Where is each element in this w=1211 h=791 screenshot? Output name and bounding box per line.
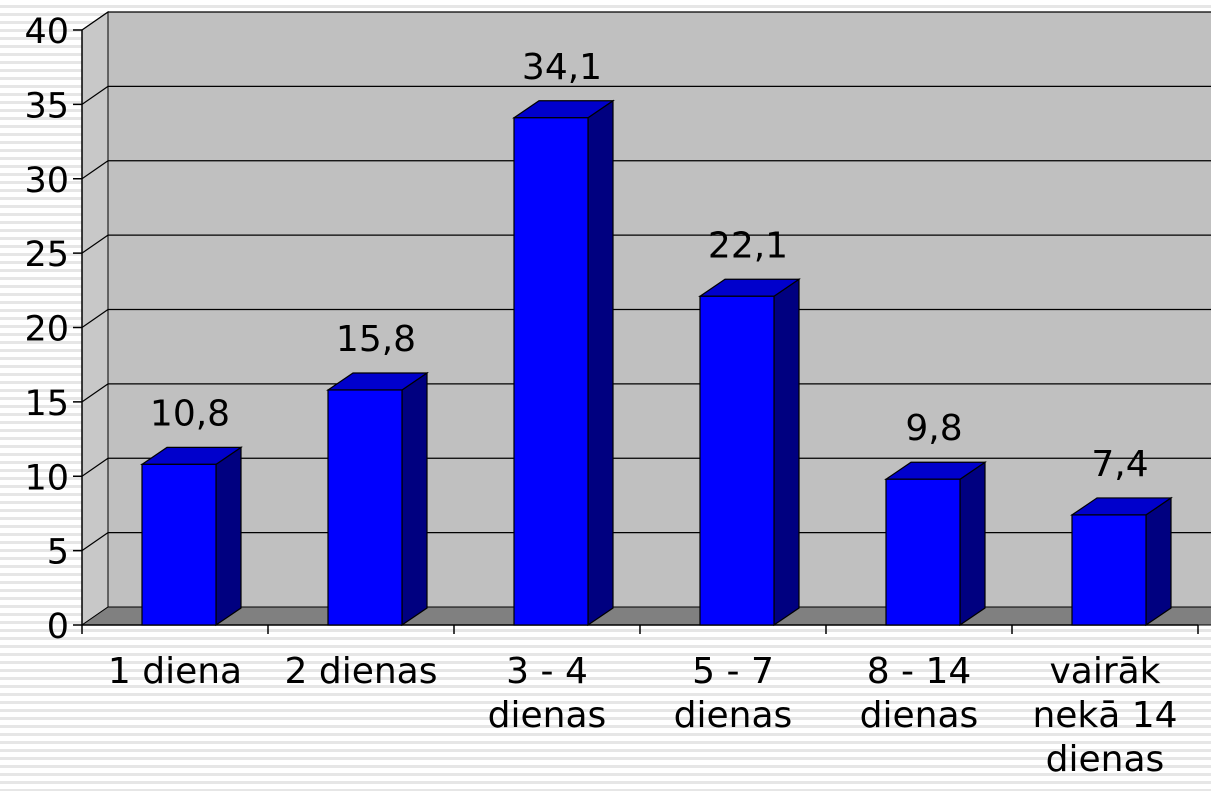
bar-side <box>1145 496 1172 627</box>
x-axis-tick-labels: 1 diena 2 dienas 3 - 4 dienas 5 - 7 dienas 8 -… <box>108 651 1178 780</box>
axes <box>73 29 1199 634</box>
gridline <box>81 11 1211 31</box>
bar-front <box>885 478 961 626</box>
x-tick-label: 1 diena <box>108 651 242 692</box>
gridline <box>81 160 1211 180</box>
bar <box>1070 496 1173 627</box>
bar-side <box>773 278 800 627</box>
bar-front <box>699 295 775 626</box>
y-tick-label: 30 <box>24 161 69 201</box>
bar <box>698 278 801 627</box>
y-tick-label: 10 <box>24 458 69 498</box>
bar-front <box>513 117 589 626</box>
gridline <box>81 383 1211 403</box>
gridline <box>81 308 1211 328</box>
gridline <box>81 234 1211 254</box>
data-label: 22,1 <box>708 225 788 266</box>
floor <box>80 606 1211 626</box>
x-tick-label: 2 dienas <box>285 651 438 692</box>
y-tick-label: 35 <box>24 86 69 126</box>
y-tick-label: 15 <box>24 384 69 424</box>
gridline <box>81 532 1211 552</box>
data-label: 7,4 <box>1091 444 1148 485</box>
data-label: 15,8 <box>336 319 416 360</box>
bar <box>140 446 243 627</box>
bar-side <box>401 371 428 627</box>
data-label: 10,8 <box>150 393 230 434</box>
x-tick-label: 3 - 4 dienas <box>488 651 607 736</box>
bar-front <box>327 389 403 626</box>
chart-floor <box>80 606 1211 626</box>
y-axis-tick-labels: 0 5 10 15 20 25 30 35 40 <box>24 12 69 647</box>
bars <box>140 99 1173 627</box>
bar-side <box>215 446 242 627</box>
y-tick-label: 40 <box>24 12 69 52</box>
bar-side <box>587 99 614 627</box>
x-tick-label: 5 - 7 dienas <box>674 651 793 736</box>
data-label: 34,1 <box>522 47 602 88</box>
bar-side <box>959 461 986 627</box>
data-labels: 10,8 15,8 34,1 22,1 9,8 7,4 <box>150 47 1149 485</box>
x-tick-label: 8 - 14 dienas <box>860 651 979 736</box>
bar-front <box>141 463 217 626</box>
bar <box>512 99 615 627</box>
y-tick-label: 0 <box>47 607 69 647</box>
bar-front <box>1071 514 1147 626</box>
bar <box>326 371 429 627</box>
x-tick-label: vairāk nekā 14 dienas <box>1032 651 1177 780</box>
gridline <box>81 85 1211 105</box>
gridline <box>81 457 1211 477</box>
gridlines <box>81 11 1211 552</box>
data-label: 9,8 <box>905 408 962 449</box>
y-tick-label: 25 <box>24 235 69 275</box>
y-tick-label: 20 <box>24 310 69 350</box>
y-tick-label: 5 <box>47 533 69 573</box>
bar <box>884 461 987 627</box>
